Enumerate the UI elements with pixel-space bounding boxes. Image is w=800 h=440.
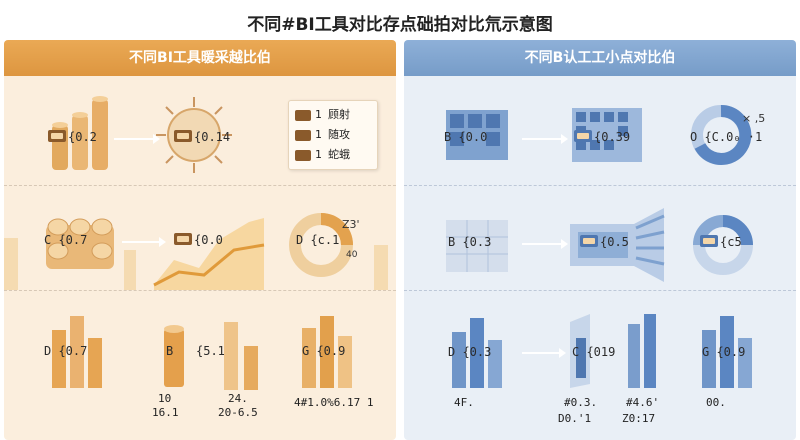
cell-label: B {0.3	[448, 235, 492, 249]
bottom-label: #4.6'	[626, 396, 660, 409]
row-divider	[404, 290, 796, 291]
cell-label: B	[166, 344, 174, 358]
bar-stack-icon	[702, 316, 752, 388]
cell-label: {0.39	[574, 130, 630, 144]
legend-item: 1 蛇蛾	[295, 145, 371, 165]
bottom-label: #0.3.	[564, 396, 598, 409]
chip-icon	[48, 130, 66, 142]
bottom-label: 4#1.0%6.17 1	[294, 396, 374, 409]
annotation-text: 40	[346, 250, 358, 260]
cell-label: {0.14	[174, 130, 230, 144]
legend: 1 顾射 1 随攻 1 蛇蛾	[288, 100, 378, 170]
bottom-label: 00.	[706, 396, 726, 409]
bottom-label: Z0:17	[622, 412, 656, 425]
donut-icon	[693, 215, 753, 275]
cell-label: G {0.9	[702, 345, 746, 359]
cell-label: {0.2	[48, 130, 97, 144]
cell-label: G {0.9	[302, 344, 346, 358]
panel-right-header: 不同B认工工小点对比伯	[404, 40, 796, 76]
gear-burst-icon	[156, 97, 232, 173]
bottom-label: 16.1	[152, 406, 179, 419]
cell-label: D {0.3	[448, 345, 492, 359]
cylinder-cluster-icon	[46, 218, 114, 269]
cell-label: D {0.7	[44, 344, 88, 358]
bottom-label: 24.	[228, 392, 248, 405]
panel-right: 不同B认工工小点对比伯 B {0.0 {0.39 O {C.0₀ ·1 × ,5…	[404, 40, 796, 440]
page-title: 不同#BI工具对比存点础拍对比氘示意图	[247, 15, 553, 35]
row-divider	[4, 290, 396, 291]
cell-label: B {0.0	[444, 130, 488, 144]
ring-chart-icon	[289, 213, 353, 277]
bar-stack-icon	[52, 316, 102, 388]
arrow-right-icon	[122, 237, 166, 247]
background-bars-decor	[4, 218, 388, 290]
chip-icon	[174, 233, 192, 245]
arrow-right-icon	[522, 134, 568, 144]
cell-label: {0.0	[174, 233, 223, 247]
block-stack-icon	[446, 220, 508, 272]
arrow-right-icon	[522, 239, 568, 249]
cube-grid-icon	[446, 110, 508, 160]
cell-label: C {0.7	[44, 233, 88, 247]
bar-stack-icon	[224, 322, 258, 390]
row-divider	[4, 185, 396, 186]
legend-swatch	[295, 129, 311, 141]
annotation-text: Z3'	[342, 218, 360, 231]
chip-icon	[574, 130, 592, 142]
bottom-label: 10	[158, 392, 172, 405]
cell-label: {0.5	[580, 235, 629, 249]
legend-swatch	[295, 149, 311, 161]
chip-icon	[580, 235, 598, 247]
cylinder-icon	[164, 325, 184, 387]
panel-slab-icon	[570, 314, 590, 388]
bottom-label: 4F.	[454, 396, 474, 409]
panel-left-header: 不同BI工具暖采越比伯	[4, 40, 396, 76]
cell-label: O {C.0₀ ·1	[690, 130, 763, 144]
bottom-label: D0.'1	[558, 412, 592, 425]
legend-item: 1 顾射	[295, 105, 371, 125]
bar-stack-icon	[302, 316, 352, 388]
annotation-text: × ,5	[742, 112, 766, 125]
chip-icon	[174, 130, 192, 142]
legend-swatch	[295, 109, 311, 121]
arrow-right-icon	[114, 134, 160, 144]
bottom-label: 20-6.5	[218, 406, 258, 419]
row-divider	[404, 185, 796, 186]
legend-item: 1 随攻	[295, 125, 371, 145]
chip-icon	[700, 235, 718, 247]
panel-left: 不同BI工具暖采越比伯 {0.2 {0.14 1	[4, 40, 396, 440]
donut-icon	[691, 104, 752, 165]
cell-label: {c5	[700, 235, 742, 249]
arrow-right-icon	[522, 348, 566, 358]
bar-stack-icon	[452, 318, 502, 388]
cell-label: D {c.1	[296, 233, 340, 247]
cell-label: C {019	[572, 345, 616, 359]
cell-label: {5.1⁰	[196, 344, 233, 358]
bar-stack-icon	[628, 314, 656, 388]
